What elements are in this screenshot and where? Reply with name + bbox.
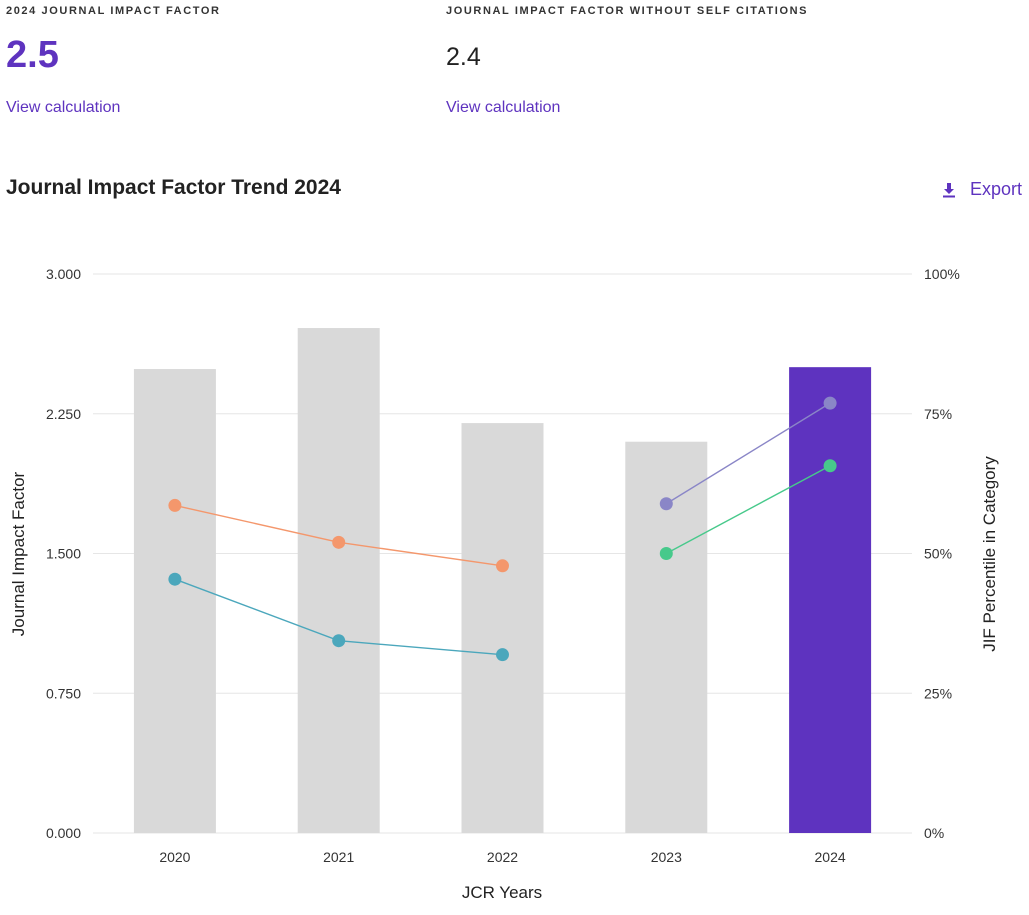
x-tick-label: 2021 (323, 849, 354, 865)
chart-title: Journal Impact Factor Trend 2024 (6, 176, 341, 199)
percentile-series (168, 396, 837, 662)
series-point (659, 497, 673, 511)
bar (789, 367, 872, 833)
y2-tick-label: 0% (924, 825, 944, 841)
bar (133, 369, 216, 833)
series-point (496, 559, 509, 573)
series-point (659, 547, 673, 560)
jif-view-calculation-link[interactable]: View calculation (6, 99, 121, 116)
y-tick-label: 2.250 (46, 406, 81, 422)
jif-without-self-citations-label: JOURNAL IMPACT FACTOR WITHOUT SELF CITAT… (446, 5, 809, 17)
axes: 0.000 0% 0.750 25% 1.500 50% 2.250 75% 3.000 100%… (9, 266, 999, 902)
y-tick-label: 0.000 (46, 825, 81, 841)
bar (297, 328, 380, 833)
y2-tick-label: 25% (924, 685, 952, 701)
x-tick-label: 2024 (815, 849, 846, 865)
jif-without-self-citations-view-calculation-link[interactable]: View calculation (446, 99, 561, 116)
jif-label: 2024 JOURNAL IMPACT FACTOR (6, 5, 221, 17)
y2-tick-label: 100% (924, 266, 960, 282)
y2-tick-label: 50% (924, 546, 952, 562)
jif-without-self-citations-value: 2.4 (446, 43, 481, 71)
y2-tick-label: 75% (924, 406, 952, 422)
x-axis-title: JCR Years (462, 883, 542, 902)
series-line (338, 541, 503, 567)
download-icon (943, 182, 955, 197)
series-point (332, 634, 346, 648)
series-line (174, 504, 339, 544)
bars (133, 328, 872, 833)
series-line (338, 640, 503, 656)
series-point (823, 459, 837, 473)
series-point (823, 396, 837, 410)
series-point (168, 498, 182, 512)
y2-axis-title: JIF Percentile in Category (980, 456, 999, 652)
y-axis-title: Journal Impact Factor (9, 471, 28, 636)
y-tick-label: 0.750 (46, 685, 81, 701)
series-point (496, 648, 509, 662)
bar (461, 423, 544, 833)
jif-value: 2.5 (6, 34, 59, 76)
export-button[interactable]: Export (942, 179, 1022, 200)
y-tick-label: 1.500 (46, 546, 81, 562)
x-tick-label: 2023 (651, 849, 682, 865)
series-line (665, 465, 831, 555)
series-line (174, 578, 339, 642)
export-label: Export (970, 179, 1023, 199)
y-tick-label: 3.000 (46, 266, 81, 282)
x-tick-label: 2022 (487, 849, 518, 865)
series-point (332, 535, 346, 549)
series-point (168, 572, 182, 586)
x-tick-label: 2020 (159, 849, 190, 865)
jif-trend-chart: 0.000 0% 0.750 25% 1.500 50% 2.250 75% 3.000 100%… (9, 266, 999, 902)
series-line (665, 402, 831, 505)
